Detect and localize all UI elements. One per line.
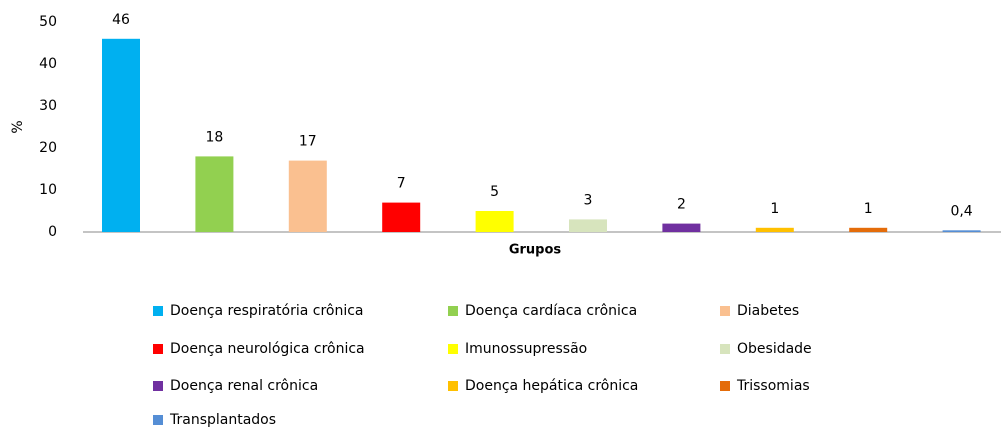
data-label: 7 <box>397 176 406 192</box>
legend-swatch <box>153 306 163 316</box>
legend-swatch <box>720 306 730 316</box>
bar <box>849 227 888 232</box>
legend-swatch <box>720 344 730 354</box>
bar <box>475 211 514 232</box>
data-label: 1 <box>770 201 779 217</box>
bar <box>288 160 327 232</box>
y-tick-label: 10 <box>39 182 57 198</box>
bar <box>942 230 981 232</box>
legend-label: Doença hepática crônica <box>465 378 638 394</box>
y-tick-label: 30 <box>39 98 57 114</box>
legend-label: Trissomias <box>736 378 810 394</box>
y-axis-label: % <box>10 120 26 133</box>
legend-swatch <box>720 381 730 391</box>
data-label: 5 <box>490 184 499 200</box>
legend-swatch <box>153 381 163 391</box>
legend-swatch <box>448 381 458 391</box>
data-label: 2 <box>677 197 686 213</box>
data-label: 46 <box>112 12 130 28</box>
data-label: 3 <box>584 192 593 208</box>
y-tick-label: 40 <box>39 56 57 72</box>
bar <box>102 38 140 232</box>
legend-swatch <box>448 344 458 354</box>
legend-label: Imunossupressão <box>465 341 587 357</box>
legend-label: Doença respiratória crônica <box>170 303 364 319</box>
legend-swatch <box>448 306 458 316</box>
x-axis-label: Grupos <box>509 243 562 258</box>
legend-swatch <box>153 344 163 354</box>
legend-label: Diabetes <box>737 303 799 319</box>
legend-label: Obesidade <box>737 341 812 357</box>
data-label: 1 <box>864 201 873 217</box>
bar <box>755 227 794 232</box>
y-tick-label: 0 <box>48 224 57 240</box>
legend-label: Transplantados <box>169 412 276 428</box>
bar <box>382 202 421 232</box>
y-tick-label: 20 <box>39 140 57 156</box>
data-label: 18 <box>205 129 223 145</box>
legend-swatch <box>153 415 163 425</box>
bar <box>569 219 607 232</box>
legend-label: Doença neurológica crônica <box>170 341 365 357</box>
legend-label: Doença cardíaca crônica <box>465 303 637 319</box>
legend-label: Doença renal crônica <box>170 378 318 394</box>
data-label: 17 <box>299 134 317 150</box>
y-tick-label: 50 <box>39 14 57 30</box>
bar <box>662 223 701 232</box>
bar <box>195 156 234 232</box>
data-label: 0,4 <box>950 203 972 219</box>
